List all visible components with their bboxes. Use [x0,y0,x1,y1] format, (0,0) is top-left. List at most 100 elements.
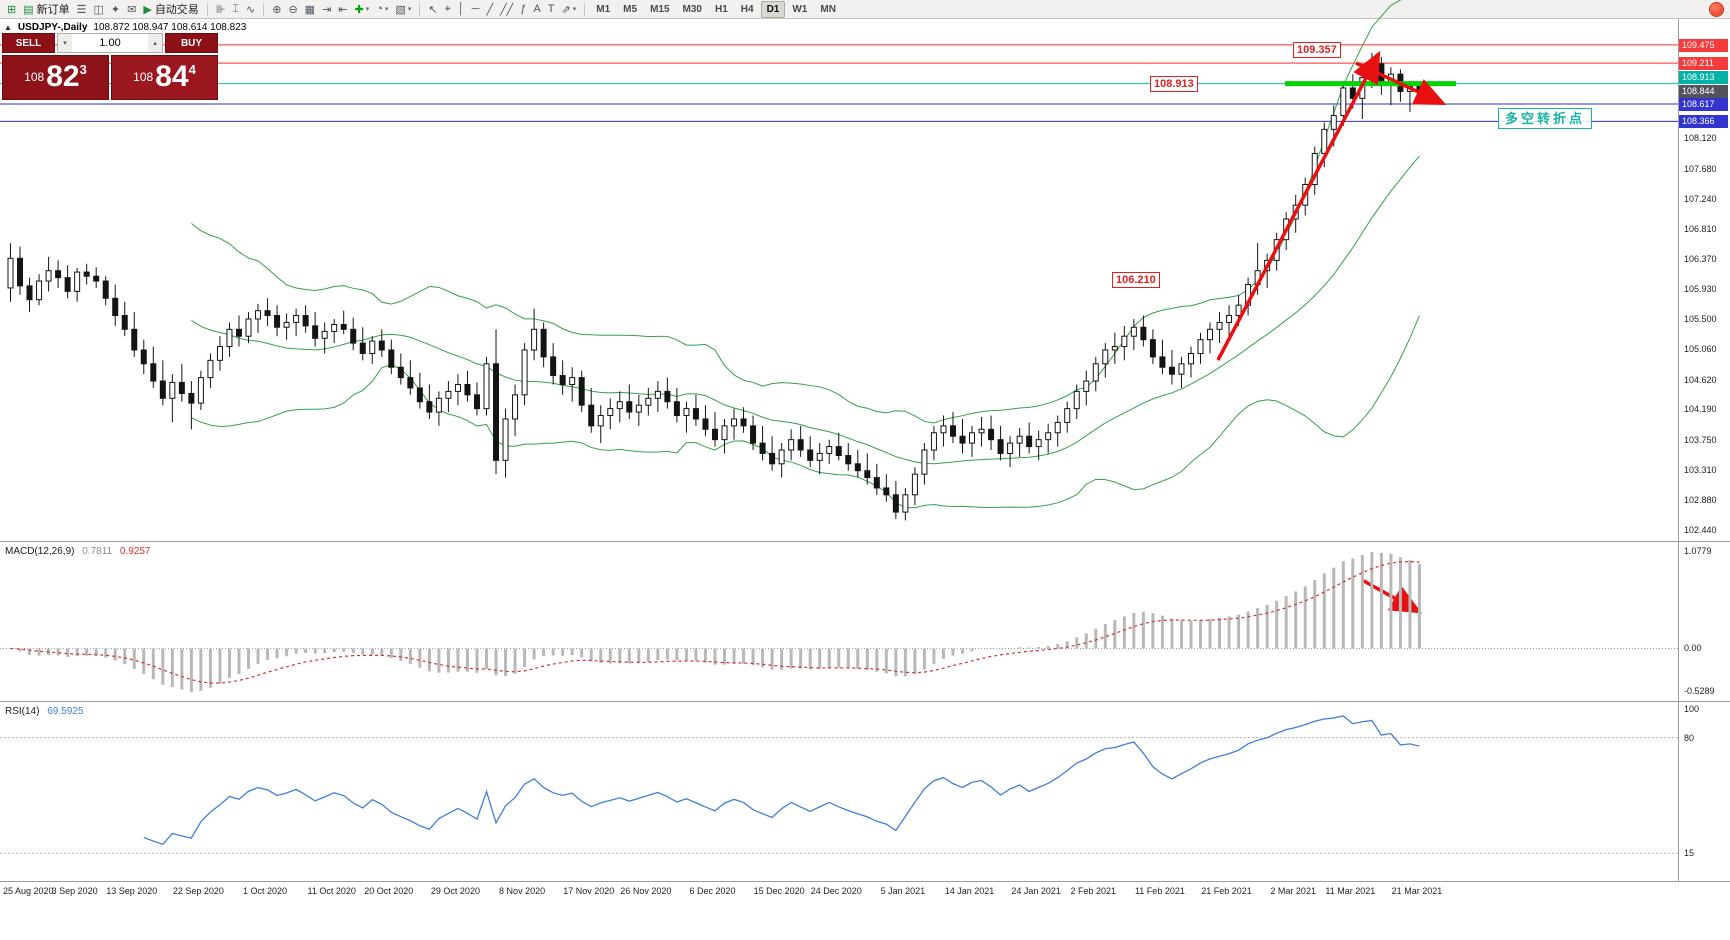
up-trend-arrow [1216,50,1381,361]
bollinger-bands [191,0,1420,509]
horizontal-line-icon-glyph: ─ [471,3,480,15]
trend-arrows[interactable] [1216,50,1456,614]
zoom-out-icon-glyph: ⊖ [288,3,298,16]
indicators-icon-glyph: ✚ [354,3,364,16]
ask-pip: 4 [188,62,196,77]
timeframe-m1[interactable]: M1 [596,3,611,15]
auto-trading-button[interactable]: ▶ 自动交易 [140,1,201,17]
mailbox-icon[interactable]: ✉ [124,1,139,17]
toolbar-separator [206,2,208,16]
timeframe-mn[interactable]: MN [820,3,836,15]
horizontal-levels[interactable] [0,44,1678,122]
sell-price[interactable]: 108 82 3 [2,55,109,100]
buy-price[interactable]: 108 84 4 [111,55,218,100]
line-chart-icon-glyph: ∿ [246,3,256,16]
toolbar-separator [263,2,265,16]
bar-chart-icon[interactable]: ⊪ [213,1,229,17]
new-order-button[interactable]: ▤ 新订单 [20,1,72,17]
ask-base: 108 [133,70,154,84]
timeframe-m5[interactable]: M5 [623,3,638,15]
timeframe-m15[interactable]: M15 [650,3,670,15]
sell-button[interactable]: SELL [2,33,55,53]
equidistant-channel-icon-glyph: ╱╱ [500,3,514,16]
fibonacci-icon-glyph: ƒ [520,3,527,15]
zoom-out-icon[interactable]: ⊖ [285,1,300,17]
periods-icon-glyph: ◔ [376,3,383,15]
templates-icon-caret-icon[interactable]: ▾ [407,6,412,13]
auto-scroll-icon[interactable]: ⇥ [319,1,334,17]
chart-shift-icon[interactable]: ⇤ [335,1,350,17]
arrows-tool-icon-caret-icon[interactable]: ▾ [572,6,577,13]
data-window-icon-glyph: ◫ [93,3,104,16]
text-icon-glyph: A [533,3,541,15]
indicators-icon-caret-icon[interactable]: ▾ [365,6,370,13]
fibonacci-icon[interactable]: ƒ [517,1,529,17]
macd-plot [0,552,1678,692]
templates-icon-glyph: ▧ [395,3,406,16]
timeframe-d1[interactable]: D1 [760,0,786,18]
equidistant-channel-icon[interactable]: ╱╱ [497,1,516,17]
toolbar: ⊞ ▤ 新订单 ☰ ◫ ✦ ✉ ▶ 自动交易 ⊪ ⌶ ∿ ⊕ ⊖ ▦ ⇥ ⇤ ✚ ▾ ◔ ▾ ▧ ▾ ↖ ⌖ │ ─ ╱ ╱╱ ƒ A T ⇗ ▾… [0,0,1730,19]
candlestick-chart-icon[interactable]: ⌶ [229,1,242,17]
tile-windows-icon[interactable]: ▦ [302,1,318,17]
zoom-in-icon[interactable]: ⊕ [269,1,284,17]
crosshair-icon[interactable]: ⌖ [442,1,454,17]
text-label-icon[interactable]: T [545,1,558,17]
bar-chart-icon-glyph: ⊪ [215,3,226,16]
volume-control: ▾ 1.00 ▴ [57,33,163,53]
cursor-icon-glyph: ↖ [428,3,438,16]
one-click-trading-panel: SELL ▾ 1.00 ▴ BUY 108 82 3 108 84 4 [2,33,218,100]
ask-big: 84 [155,60,189,93]
down-trend-arrow [1355,61,1447,105]
trendline-icon[interactable]: ╱ [483,1,496,17]
auto-trading-button-label: 自动交易 [154,4,199,16]
chart-shift-icon-glyph: ⇤ [338,3,348,16]
mailbox-icon-glyph: ✉ [127,3,137,16]
macd-down-arrow [1361,578,1423,614]
bid-base: 108 [24,70,45,84]
text-icon[interactable]: A [530,1,543,17]
zoom-in-icon-glyph: ⊕ [272,3,282,16]
volume-input[interactable]: 1.00 [99,37,121,49]
candlestick-chart-icon-glyph: ⌶ [232,2,240,15]
data-window-icon[interactable]: ◫ [91,1,107,17]
new-chart-icon-glyph: ⊞ [7,3,17,16]
toolbar-separator [419,2,421,16]
timeframe-w1[interactable]: W1 [792,3,808,15]
bid-big: 82 [46,60,80,93]
market-watch-icon[interactable]: ☰ [74,1,90,17]
indicators-icon[interactable]: ✚ ▾ [352,1,373,17]
navigator-icon[interactable]: ✦ [108,1,123,17]
arrows-tool-icon-glyph: ⇗ [561,3,571,16]
arrows-tool-icon[interactable]: ⇗ ▾ [559,1,580,17]
bid-pip: 3 [79,62,87,77]
crosshair-icon-glyph: ⌖ [444,2,451,15]
text-label-icon-glyph: T [547,3,555,15]
timeframe-m30[interactable]: M30 [682,3,702,15]
timeframe-h1[interactable]: H1 [714,3,728,15]
new-order-button-glyph: ▤ [23,3,34,16]
new-order-button-label: 新订单 [36,4,70,16]
vertical-line-icon[interactable]: │ [455,1,468,17]
periods-icon-caret-icon[interactable]: ▾ [384,6,389,13]
timeframe-h4[interactable]: H4 [740,3,754,15]
line-chart-icon[interactable]: ∿ [243,1,258,17]
cursor-icon[interactable]: ↖ [425,1,440,17]
volume-decrease-icon[interactable]: ▾ [58,34,72,52]
volume-increase-icon[interactable]: ▴ [148,34,162,52]
trendline-icon-glyph: ╱ [486,3,494,16]
rsi-plot [0,715,1678,854]
toolbar-separator [584,2,586,16]
periods-icon[interactable]: ◔ ▾ [373,1,391,17]
vertical-line-icon-glyph: │ [457,3,465,15]
tile-windows-icon-glyph: ▦ [304,3,316,16]
navigator-icon-glyph: ✦ [110,3,121,16]
notification-badge-icon[interactable] [1710,3,1723,16]
buy-button[interactable]: BUY [165,33,218,53]
horizontal-line-icon[interactable]: ─ [469,1,483,17]
new-chart-icon[interactable]: ⊞ [4,1,19,17]
templates-icon[interactable]: ▧ ▾ [392,1,414,17]
market-watch-icon-glyph: ☰ [76,3,87,16]
